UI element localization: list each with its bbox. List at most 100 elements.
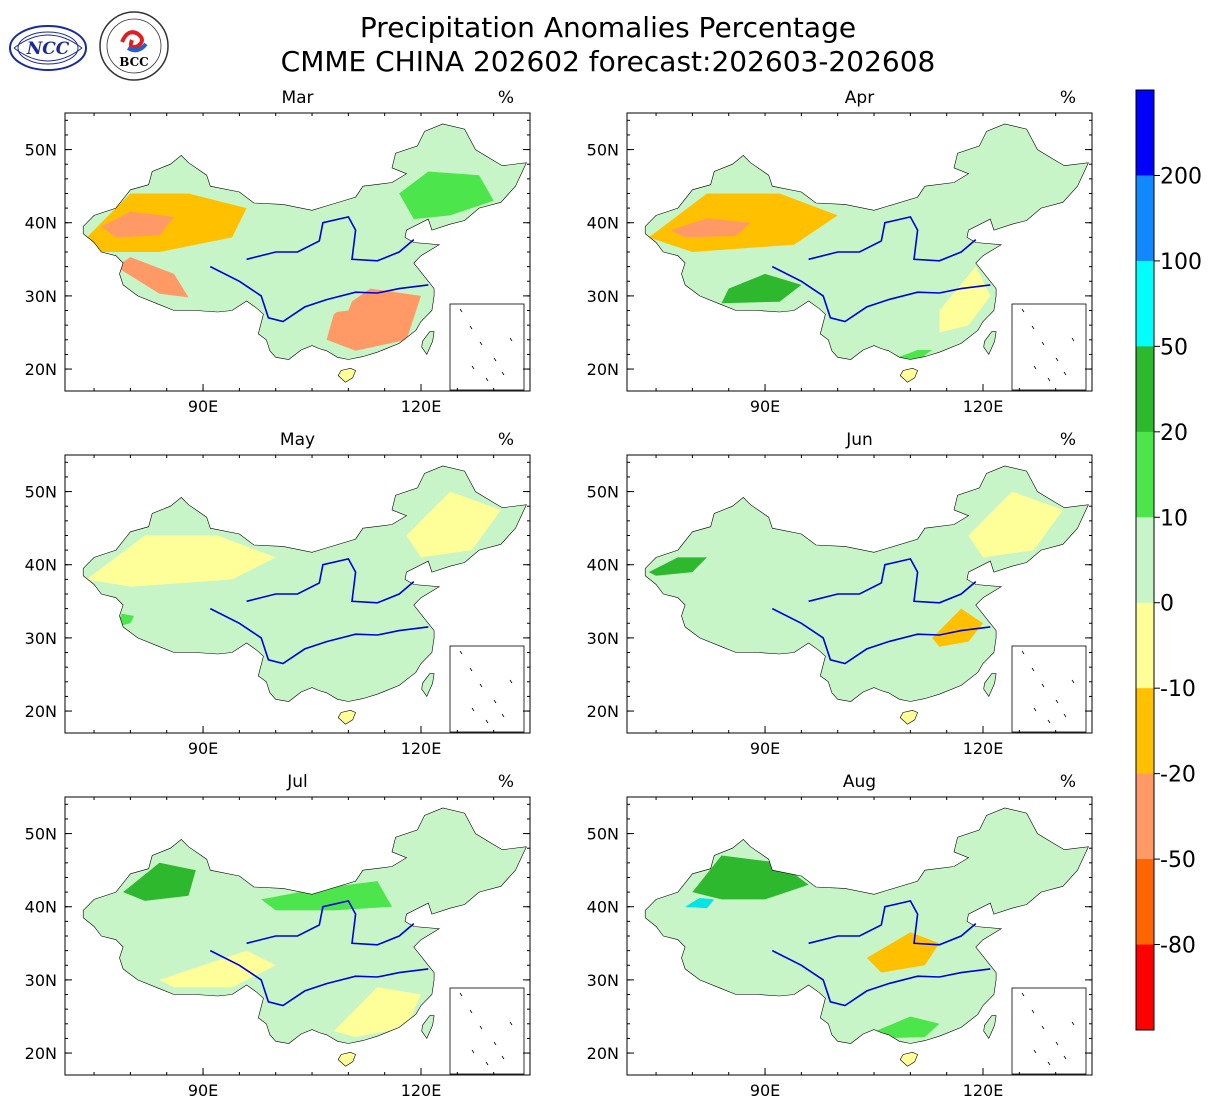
y-tick-label: 30N [587, 971, 619, 990]
inset-island [1047, 1061, 1051, 1066]
panel-unit-label: % [498, 772, 514, 792]
yellow-river [246, 899, 415, 946]
inset-island [471, 707, 475, 712]
x-tick-label: 90E [750, 1081, 780, 1100]
inset-island [1041, 1025, 1045, 1030]
colorbar-segment [1136, 346, 1154, 433]
y-tick-label: 50N [587, 483, 619, 502]
y-tick-label: 30N [25, 971, 57, 990]
inset-island [485, 377, 489, 382]
y-tick-label: 20N [25, 702, 57, 721]
inset-island [509, 1021, 513, 1026]
ncc-logo: NCC [9, 25, 87, 71]
anomaly-region [115, 257, 189, 298]
anomaly-region [648, 557, 707, 576]
y-tick-label: 40N [25, 898, 57, 917]
map-panel-may: 90E 120E 20N 30N 40N 50N May% [25, 430, 531, 758]
inset-island [1033, 365, 1037, 370]
y-tick-label: 30N [25, 629, 57, 648]
inset-island [501, 371, 505, 376]
yellow-river [246, 557, 415, 604]
x-tick-label: 90E [188, 1081, 218, 1100]
anomaly-region [968, 491, 1063, 558]
panel-unit-label: % [1060, 430, 1076, 450]
taiwan-island [983, 673, 997, 698]
anomaly-region [968, 833, 1063, 900]
south-china-sea-inset [449, 987, 525, 1075]
yangtze-river [771, 265, 991, 323]
china-border [82, 465, 527, 702]
anomaly-region [86, 535, 276, 587]
china-border [82, 123, 527, 360]
anomaly-layer [86, 491, 501, 668]
y-tick-label: 20N [587, 360, 619, 379]
anomaly-region [721, 273, 802, 304]
y-tick-label: 40N [25, 556, 57, 575]
x-tick-label: 90E [188, 739, 218, 758]
colorbar-segment [1136, 175, 1154, 262]
anomaly-region [968, 156, 1056, 216]
panel-month-title: Jun [845, 430, 873, 450]
colorbar-frame [1135, 89, 1155, 1031]
anomaly-region [866, 932, 940, 973]
inset-island [509, 679, 513, 684]
colorbar-label: -10 [1160, 677, 1196, 702]
yangtze-river [771, 607, 991, 665]
anomaly-region [895, 350, 933, 360]
anomaly-region [159, 950, 276, 988]
inset-island [1063, 371, 1067, 376]
hainan-island [899, 1051, 918, 1067]
hainan-island [337, 367, 356, 383]
y-tick-label: 40N [25, 214, 57, 233]
map-panel-mar: 90E 120E 20N 30N 40N 50N Mar% [25, 88, 531, 416]
inset-island [459, 308, 463, 313]
inset-island [493, 1041, 497, 1046]
inset-island [1033, 1049, 1037, 1054]
inset-island [479, 1025, 483, 1030]
x-tick-label: 90E [188, 397, 218, 416]
anomaly-region [101, 211, 174, 238]
inset-island [469, 325, 473, 330]
hainan-island [899, 709, 918, 725]
x-tick-label: 120E [963, 1081, 1004, 1100]
y-tick-label: 30N [587, 629, 619, 648]
china-border [644, 807, 1089, 1044]
china-border [644, 123, 1089, 360]
colorbar-segment [1136, 859, 1154, 946]
inset-island [1031, 667, 1035, 672]
china-border [644, 465, 1089, 702]
colorbar-segment [1136, 944, 1154, 1031]
inset-island [509, 337, 513, 342]
inset-island [1063, 713, 1067, 718]
colorbar-label: 20 [1160, 421, 1188, 446]
colorbar-segment [1136, 517, 1154, 604]
inset-island [1021, 650, 1025, 655]
anomaly-region [874, 659, 969, 697]
inset-island [1055, 1041, 1059, 1046]
panel-unit-label: % [498, 88, 514, 108]
china-land [645, 466, 1089, 702]
inset-island [1031, 325, 1035, 330]
inset-island [479, 683, 483, 688]
taiwan-island [983, 331, 997, 356]
y-tick-label: 30N [25, 287, 57, 306]
colorbar-segment [1136, 773, 1154, 860]
inset-island [1047, 377, 1051, 382]
x-tick-label: 90E [750, 739, 780, 758]
inset-island [501, 713, 505, 718]
hainan-island [337, 709, 356, 725]
inset-island [493, 699, 497, 704]
inset-island [1071, 1021, 1075, 1026]
inset-island [485, 1061, 489, 1066]
x-tick-label: 120E [401, 397, 442, 416]
hainan-island [337, 1051, 356, 1067]
inset-island [469, 1009, 473, 1014]
inset-island [1047, 719, 1051, 724]
inset-island [1041, 341, 1045, 346]
panel-month-title: May [280, 430, 315, 450]
anomaly-region [261, 881, 392, 911]
anomaly-region [333, 987, 421, 1037]
anomaly-region [275, 266, 363, 318]
